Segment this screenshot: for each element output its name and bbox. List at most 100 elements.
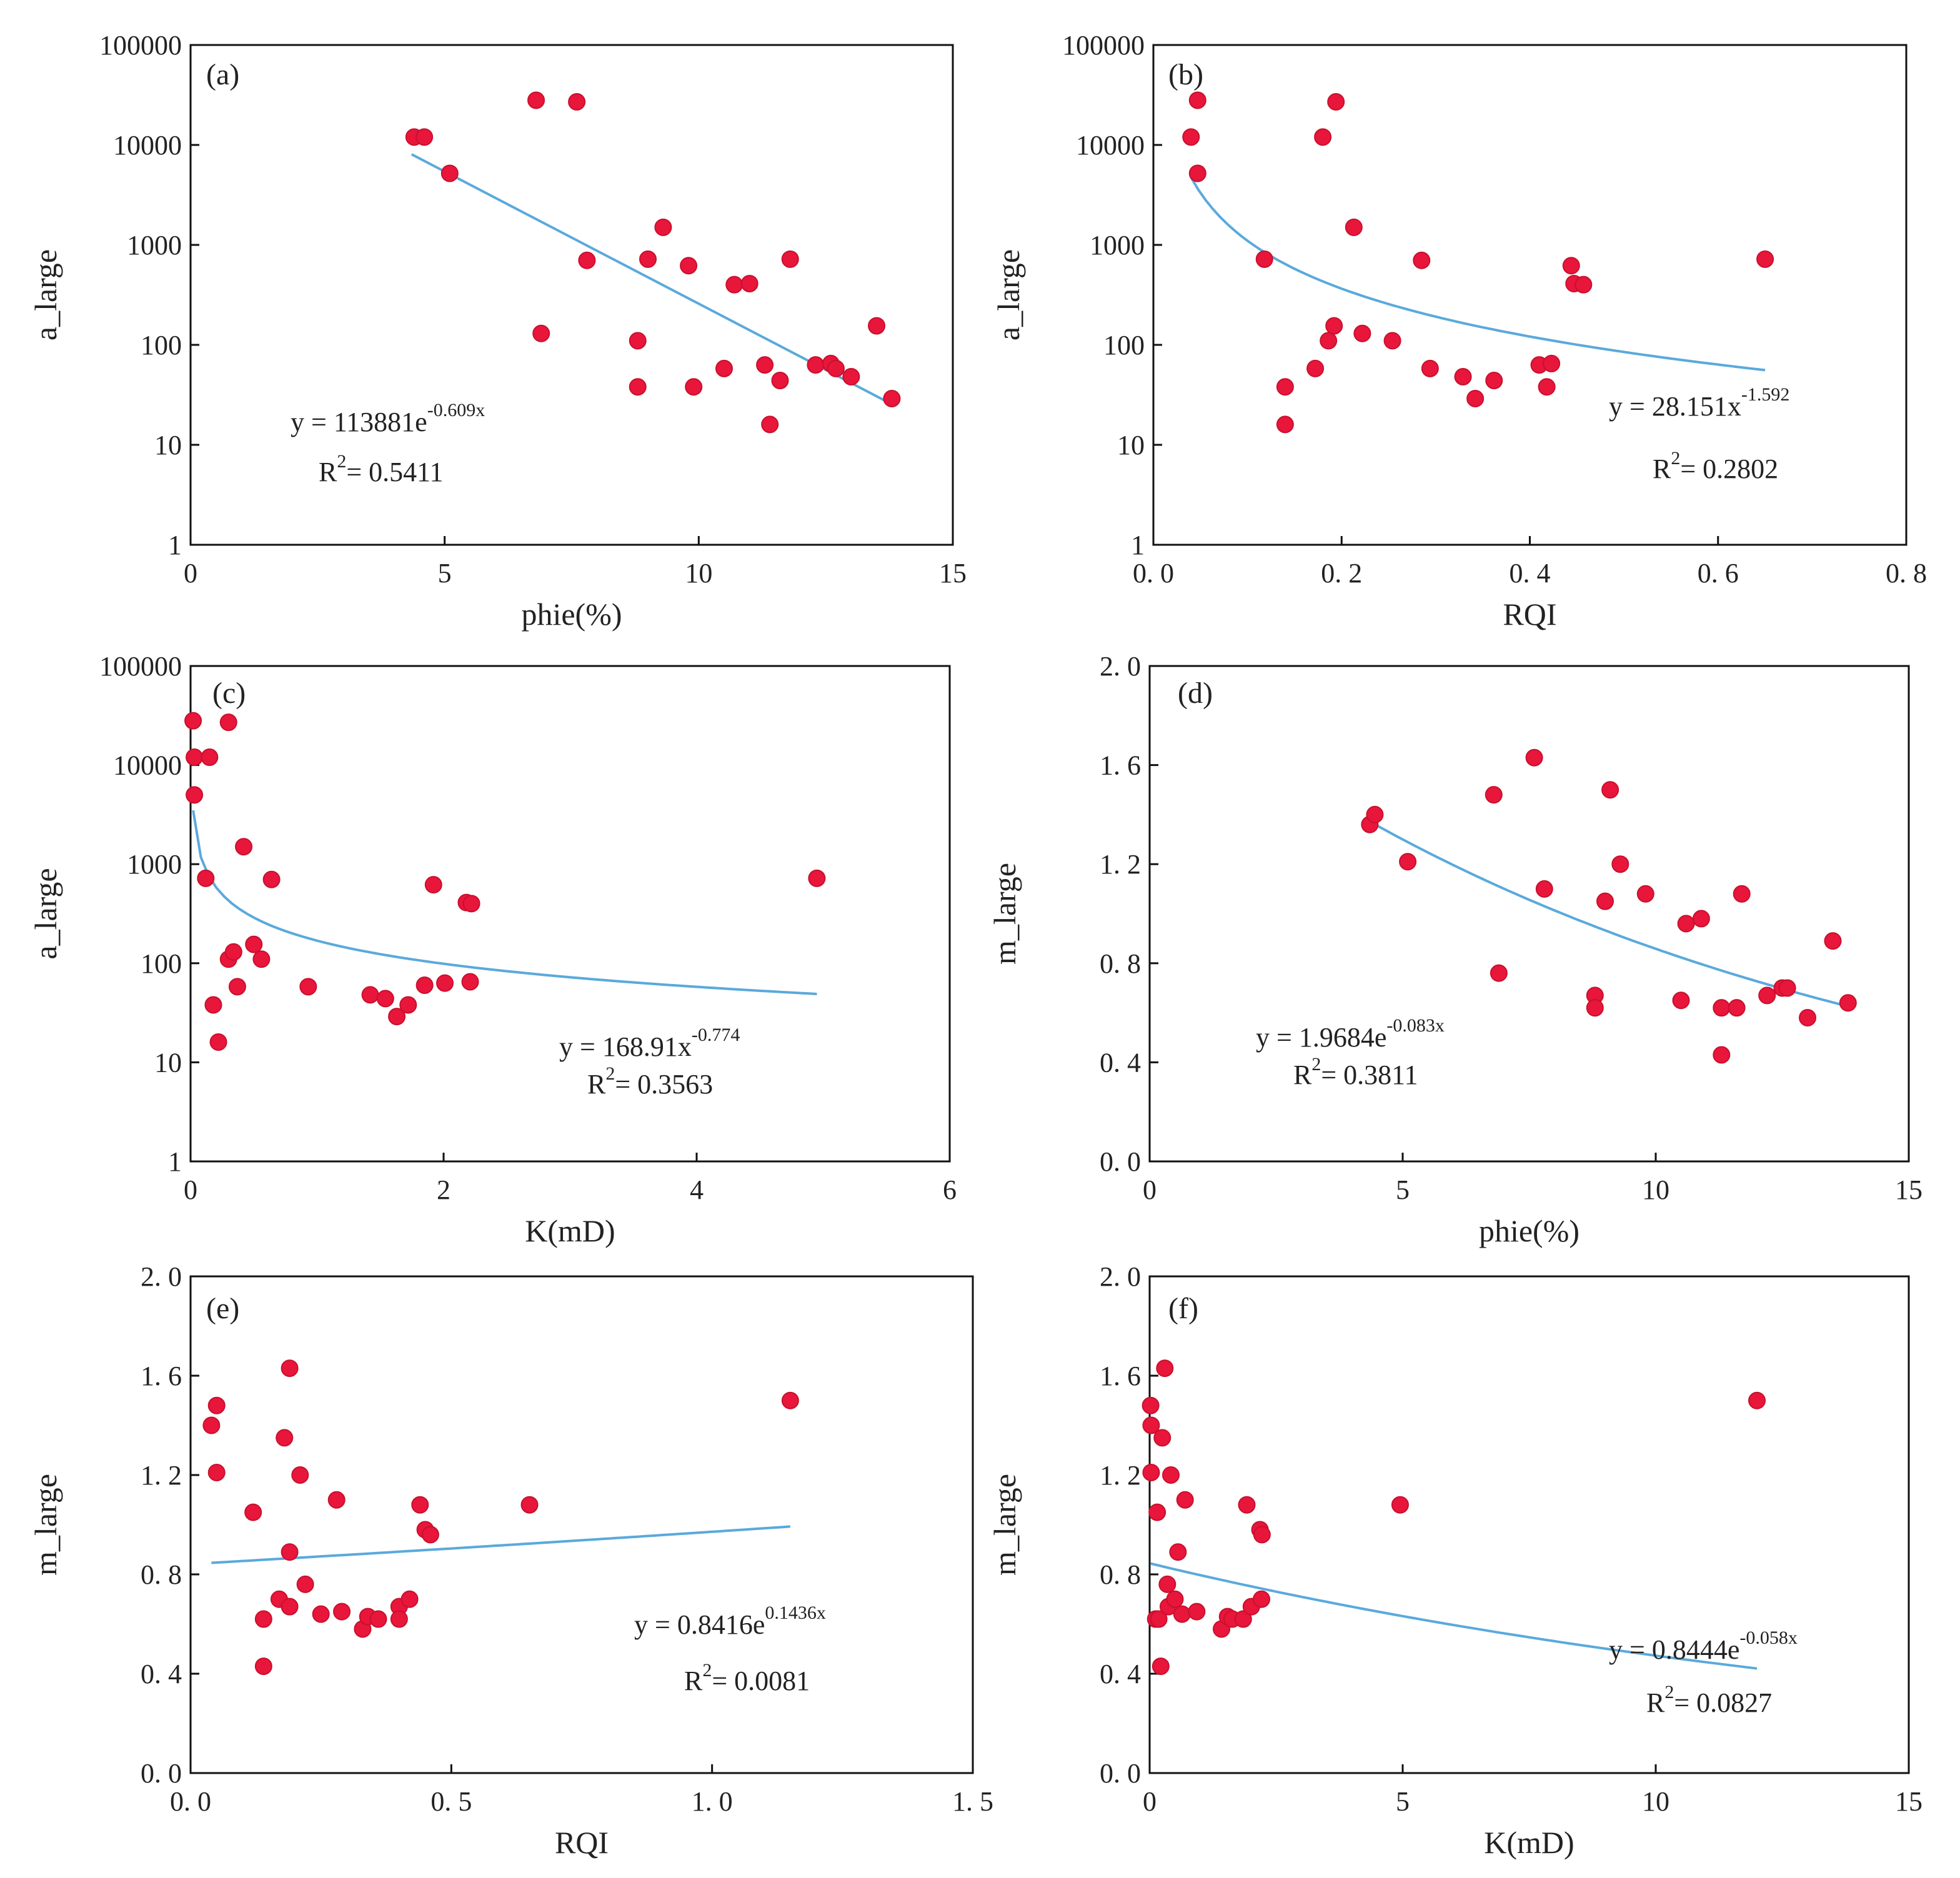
panel-b-point <box>1562 257 1580 275</box>
panel-a-point <box>771 372 789 390</box>
panel-b: 0. 0 0. 2 0. 4 0. 6 0. 8 1 10 100 1000 10000 10000… <box>991 30 1927 632</box>
panel-e-y-tick-label: 0. 4 <box>141 1659 182 1689</box>
panel-b-y-tick-label: 10000 <box>1076 130 1145 161</box>
panel-f-equation: y = 0.8444e-0.058x <box>1609 1627 1798 1665</box>
panel-b-point <box>1327 92 1345 111</box>
panel-a-x-axis-title: phie(%) <box>521 597 622 632</box>
panel-b-point <box>1413 251 1431 269</box>
panel-e-point <box>333 1602 351 1621</box>
panel-c-point <box>415 976 434 994</box>
panel-c-point <box>436 974 454 992</box>
panel-c-x-tick-label: 2 <box>437 1175 450 1205</box>
panel-d-y-tick-label: 1. 6 <box>1100 750 1141 781</box>
panel-d-trend-line <box>1369 820 1849 1008</box>
panel-b-point <box>1574 276 1593 294</box>
panel-a-x-tick-label: 10 <box>685 558 712 589</box>
panel-e-r-squared: R2= 0.0081 <box>684 1660 810 1696</box>
panel-b-point <box>1538 378 1556 396</box>
panel-a-point <box>629 332 647 350</box>
panel-b-point <box>1182 128 1200 146</box>
panel-d-y-axis-title: m_large <box>987 863 1022 965</box>
panel-c-point <box>376 990 394 1008</box>
panel-b-r-squared: R2= 0.2802 <box>1653 448 1778 484</box>
panel-f-point <box>1391 1496 1409 1514</box>
panel-b-equation: y = 28.151x-1.592 <box>1609 384 1789 422</box>
panel-b-x-tick-label: 0. 4 <box>1510 558 1551 589</box>
panel-d-point <box>1713 999 1731 1017</box>
panel-b-point <box>1353 324 1371 342</box>
panel-a-point <box>629 378 647 396</box>
panel-c-point <box>219 713 237 732</box>
panel-f-point <box>1142 1464 1160 1482</box>
panel-b-plot-frame <box>1152 44 1908 546</box>
panel-f-point <box>1253 1526 1271 1544</box>
panel-a-point <box>868 317 885 335</box>
panel-b-y-tick-label: 10 <box>1117 430 1145 460</box>
panel-a-y-tick-label: 10000 <box>113 130 182 161</box>
panel-b-x-tick-label: 0. 6 <box>1698 558 1739 589</box>
panel-b-point <box>1543 354 1561 372</box>
panel-f: 0 5 10 15 0. 0 0. 4 0. 8 1. 2 1. 6 2. 0 K(mD) m_lar… <box>987 1261 1923 1860</box>
panel-a-point <box>415 128 434 146</box>
panel-d-point <box>1839 994 1857 1012</box>
panel-a-y-tick-label: 1 <box>168 530 182 560</box>
panel-f-x-tick-label: 0 <box>1143 1786 1157 1817</box>
panel-f-point <box>1188 1602 1206 1621</box>
panel-f-point <box>1166 1590 1184 1608</box>
panel-f-y-tick-label: 0. 8 <box>1100 1559 1141 1590</box>
panel-e-point <box>312 1605 330 1623</box>
panel-c-point <box>388 1008 406 1026</box>
panel-f-y-axis-title: m_large <box>987 1474 1022 1576</box>
panel-b-point <box>1314 128 1332 146</box>
panel-d-y-tick-label: 0. 0 <box>1100 1146 1141 1177</box>
panel-a-point <box>532 324 550 342</box>
panel-b-point <box>1756 250 1774 268</box>
panel-f-point <box>1158 1575 1176 1593</box>
panel-e-point <box>202 1416 221 1434</box>
panel-c-y-tick-label: 100000 <box>99 651 182 682</box>
panel-a-x-tick-label: 15 <box>939 558 967 589</box>
panel-a-point <box>827 359 845 377</box>
panel-e-point <box>411 1496 429 1514</box>
panel-d-x-tick-label: 0 <box>1143 1175 1157 1205</box>
panel-e-x-axis-title: RQI <box>555 1825 609 1860</box>
panel-a-point <box>807 356 825 374</box>
panel-c-point <box>252 950 271 968</box>
panel-d: 0 5 10 15 0. 0 0. 4 0. 8 1. 2 1. 6 2. 0 phie(%) m_l… <box>987 651 1923 1248</box>
panel-f-r-squared: R2= 0.0827 <box>1646 1682 1772 1718</box>
panel-f-point <box>1748 1391 1766 1409</box>
panel-c-trend-line <box>192 810 817 995</box>
panel-b-point <box>1188 91 1206 109</box>
panel-b-point <box>1485 372 1503 390</box>
panel-b-x-tick-label: 0. 0 <box>1133 558 1174 589</box>
panel-e-point <box>244 1503 262 1521</box>
panel-b-x-axis-title: RQI <box>1503 597 1556 632</box>
panel-e-y-tick-label: 0. 0 <box>141 1758 182 1789</box>
panel-f-point <box>1234 1610 1252 1628</box>
panel-e-point <box>296 1575 314 1593</box>
panel-d-plot-frame <box>1148 665 1910 1163</box>
panel-c-point <box>461 973 479 991</box>
panel-a-equation: y = 113881e-0.609x <box>291 400 485 437</box>
panel-d-point <box>1525 748 1543 767</box>
panel-e-y-tick-label: 2. 0 <box>141 1261 182 1292</box>
panel-a-point <box>527 91 545 109</box>
panel-f-y-tick-label: 1. 2 <box>1100 1460 1141 1491</box>
panel-d-point <box>1601 781 1619 799</box>
panel-e-point <box>207 1396 226 1414</box>
panel-f-point <box>1169 1543 1187 1561</box>
panel-a-plot-frame <box>189 44 954 546</box>
panel-f-trend-line <box>1150 1562 1758 1670</box>
panel-e-point <box>520 1496 539 1514</box>
panel-f-x-tick-label: 5 <box>1396 1786 1410 1817</box>
panel-d-point <box>1535 880 1553 898</box>
panel-b-y-axis-title: a_large <box>991 249 1026 340</box>
panel-c-point <box>224 943 242 961</box>
panel-a-y-tick-label: 1000 <box>127 230 182 261</box>
panel-f-plot-frame <box>1148 1275 1910 1774</box>
panel-d-point <box>1586 999 1604 1017</box>
panel-f-point <box>1142 1396 1160 1414</box>
panel-b-label: (b) <box>1168 58 1203 91</box>
panel-b-y-tick-label: 100000 <box>1062 30 1145 61</box>
